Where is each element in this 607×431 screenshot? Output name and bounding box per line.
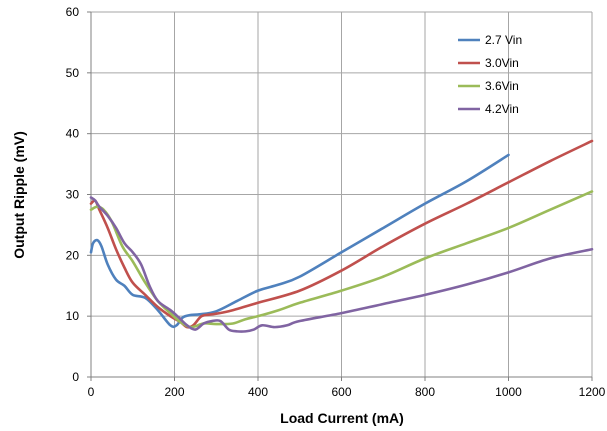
- y-tick-label: 50: [66, 66, 80, 80]
- y-axis-title: Output Ripple (mV): [11, 131, 27, 259]
- legend: 2.7 Vin 3.0Vin 3.6Vin 4.2Vin: [458, 33, 522, 116]
- legend-label: 2.7 Vin: [485, 33, 522, 47]
- y-tick-labels: 0 10 20 30 40 50 60: [66, 5, 91, 384]
- y-tick-label: 30: [66, 188, 80, 202]
- x-tick-label: 1200: [579, 385, 606, 399]
- legend-label: 3.0Vin: [485, 56, 519, 70]
- x-tick-labels: 0 200 400 600 800 1000 1200: [88, 377, 606, 399]
- legend-label: 3.6Vin: [485, 79, 519, 93]
- y-tick-label: 20: [66, 248, 80, 262]
- x-tick-label: 1000: [495, 385, 522, 399]
- grid-lines: [90, 11, 593, 378]
- series-line-4: [89, 196, 594, 333]
- series-line-1: [89, 153, 510, 329]
- legend-label: 4.2Vin: [485, 102, 519, 116]
- series-line-3: [89, 190, 594, 329]
- x-tick-label: 200: [164, 385, 184, 399]
- y-tick-label: 60: [66, 5, 80, 19]
- x-tick-label: 600: [331, 385, 351, 399]
- y-tick-label: 40: [66, 127, 80, 141]
- series-line-2: [89, 139, 594, 329]
- y-tick-label: 0: [72, 370, 79, 384]
- x-axis-title: Load Current (mA): [280, 410, 404, 426]
- series-lines: [89, 139, 594, 333]
- y-tick-label: 10: [66, 309, 80, 323]
- x-tick-label: 800: [415, 385, 435, 399]
- x-tick-label: 0: [88, 385, 95, 399]
- x-tick-label: 400: [248, 385, 268, 399]
